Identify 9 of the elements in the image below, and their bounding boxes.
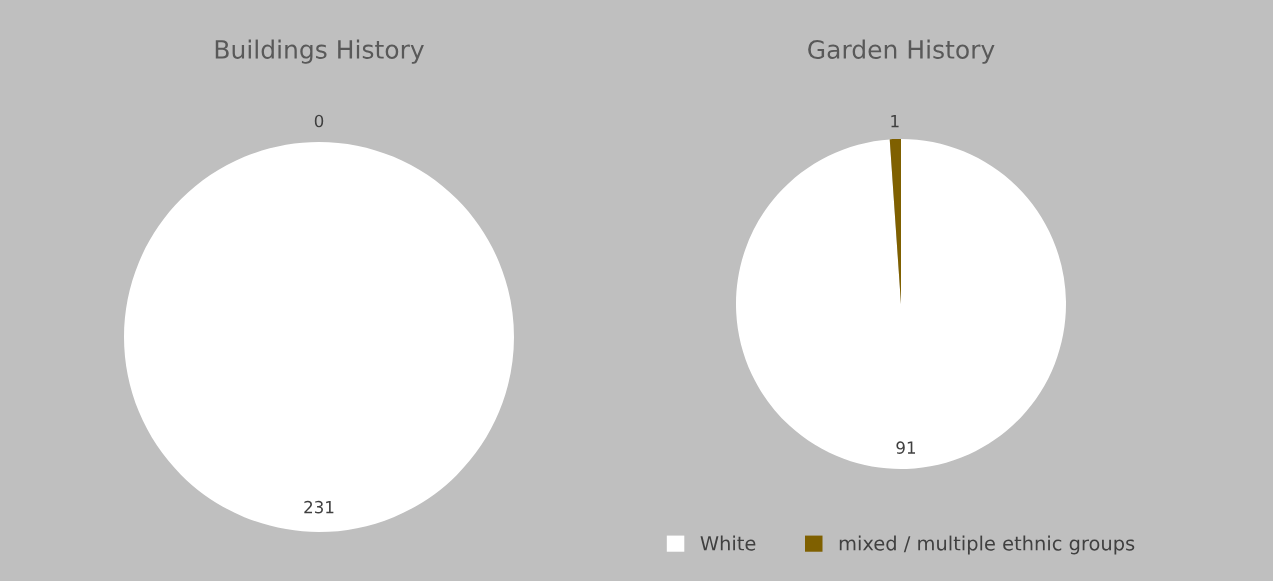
- data-label: 231: [304, 500, 334, 514]
- chart-title: Garden History: [808, 39, 995, 64]
- chart-title: Buildings History: [215, 39, 424, 64]
- legend-label: White: [700, 535, 756, 551]
- data-label: 91: [896, 441, 916, 454]
- text: 0: [314, 114, 324, 128]
- pie-slice: [736, 139, 1066, 469]
- data-label: 1: [891, 115, 899, 128]
- legend-label: mixed / multiple ethnic groups: [839, 535, 1135, 555]
